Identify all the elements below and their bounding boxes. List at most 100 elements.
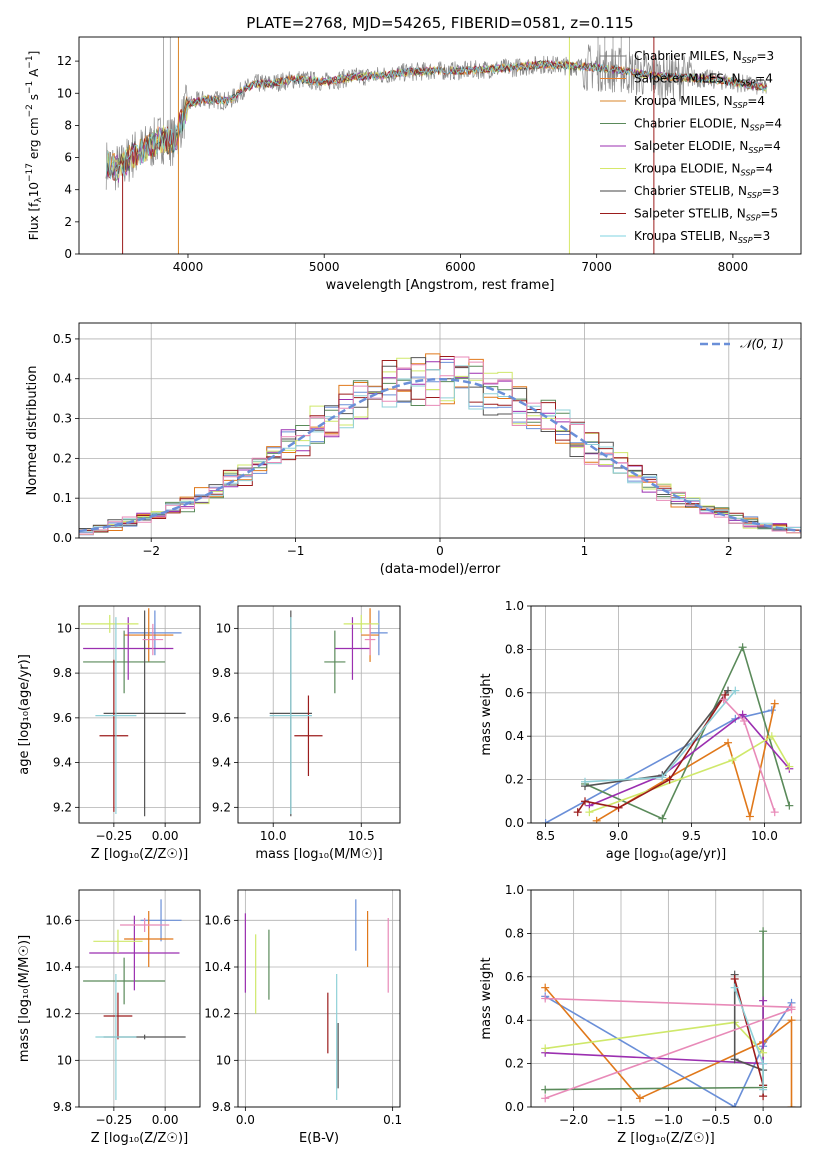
errorbar-point: [103, 610, 186, 817]
plot-area: [541, 927, 796, 1107]
errorbar-point: [294, 695, 323, 777]
series-marker: [759, 1048, 768, 1057]
figure-title: PLATE=2768, MJD=54265, FIBERID=0581, z=0…: [246, 14, 633, 32]
x-axis-label: E(B-V): [299, 1131, 339, 1146]
weight-series: [545, 709, 772, 823]
y-tick-label: 0.2: [505, 773, 524, 787]
errorbar-point: [124, 911, 174, 967]
x-tick-label: 9.5: [682, 829, 701, 843]
series-marker: [635, 1094, 644, 1103]
series-marker: [767, 706, 776, 715]
series-marker: [585, 808, 594, 817]
axes-frame: [237, 605, 401, 824]
y-tick-label: 9.6: [212, 711, 231, 725]
y-tick-label: 10: [57, 621, 72, 635]
x-axis-label: Z [log₁₀(Z/Z☉)]: [91, 847, 188, 862]
panel-age-vs-Z: −0.25 0.00 9.2 9.4 9.6 9.8 10 Z [log₁₀(Z/Z☉)] ag…: [17, 605, 201, 862]
series-marker: [785, 801, 794, 810]
weight-series: [577, 694, 726, 813]
y-tick-label: 10.6: [204, 913, 231, 927]
errorbar-point: [83, 617, 174, 680]
x-tick-label: 9.0: [609, 829, 628, 843]
normal-curve: [79, 377, 801, 533]
y-axis-label: mass weight: [479, 673, 494, 755]
y-tick-label: 9.6: [53, 711, 72, 725]
errorbar-point: [142, 623, 164, 656]
series-marker: [759, 927, 768, 936]
y-tick-label: 9.8: [212, 1100, 231, 1114]
series-marker: [740, 717, 749, 726]
x-tick-label: 0.00: [152, 1113, 179, 1127]
y-tick-label: 8: [64, 118, 72, 132]
series-marker: [658, 773, 667, 782]
x-tick-label: 4000: [173, 260, 204, 274]
series-marker: [770, 699, 779, 708]
x-axis-label: mass [log₁₀(M/M☉)]: [255, 847, 382, 862]
series-marker: [770, 808, 779, 817]
series-marker: [787, 1016, 796, 1025]
series-marker: [581, 777, 589, 786]
y-tick-label: 9.8: [53, 666, 72, 680]
y-axis-label: age [log₁₀(age/yr)]: [17, 654, 32, 775]
y-tick-label: 0.5: [53, 332, 72, 346]
y-axis-label: mass [log₁₀(M/M☉)]: [17, 935, 32, 1062]
y-tick-label: 1.0: [505, 599, 524, 613]
x-tick-label: 0.0: [236, 1113, 255, 1127]
legend-label: Salpeter STELIB, NSSP=5: [634, 207, 778, 223]
errorbar-point: [370, 610, 388, 656]
y-tick-label: 0.0: [505, 816, 524, 830]
y-tick-label: 10.4: [45, 960, 72, 974]
axes-frame: [78, 322, 802, 539]
axes-frame: [78, 605, 201, 824]
errorbar-point: [95, 974, 137, 1100]
x-tick-label: 8.5: [536, 829, 555, 843]
series-marker: [541, 1085, 550, 1094]
y-tick-label: 10.2: [204, 1007, 231, 1021]
series-marker: [541, 983, 550, 992]
errorbar-point: [324, 630, 346, 694]
legend-label: Kroupa ELODIE, NSSP=4: [634, 162, 773, 178]
series-marker: [767, 732, 776, 741]
errorbar-point: [103, 992, 133, 1040]
series-marker: [541, 1044, 550, 1053]
legend-label: Salpeter MILES, NSSP=4: [634, 72, 773, 88]
weight-series: [584, 644, 791, 820]
legend-label: Chabrier ELODIE, NSSP=4: [634, 117, 782, 133]
series-marker: [759, 1085, 768, 1094]
series-marker: [731, 686, 740, 695]
series-marker: [724, 686, 733, 695]
series-marker: [541, 1094, 550, 1103]
series-marker: [730, 1103, 739, 1107]
series-marker: [573, 808, 582, 817]
y-tick-label: 10: [57, 86, 72, 100]
y-tick-label: 10.2: [45, 1007, 72, 1021]
panel-residuals: −2 −1 0 1 2 0.0 0.1 0.2 0.3 0.4 0.5 (data-model)/er…: [25, 322, 802, 577]
plot-area: [83, 899, 186, 1100]
y-axis-label: mass weight: [479, 957, 494, 1039]
y-tick-label: 0.1: [53, 491, 72, 505]
legend-label: Salpeter ELODIE, NSSP=4: [634, 139, 781, 155]
legend-label: Chabrier MILES, NSSP=3: [634, 49, 774, 65]
y-tick-label: 0.2: [505, 1057, 524, 1071]
y-tick-label: 0.4: [53, 372, 72, 386]
y-tick-label: 0.6: [505, 686, 524, 700]
residuals-legend: 𝒩(0, 1): [700, 337, 784, 351]
x-axis-label: wavelength [Angstrom, rest frame]: [326, 278, 555, 293]
series-marker: [745, 812, 754, 821]
y-tick-label: 0.6: [505, 970, 524, 984]
plot-area: [105, 37, 768, 254]
x-tick-label: −2.0: [559, 1113, 588, 1127]
series-marker: [730, 983, 739, 992]
plot-area: [541, 643, 794, 823]
errorbar-point: [120, 918, 170, 932]
x-tick-label: −0.5: [701, 1113, 730, 1127]
series-marker: [541, 994, 550, 1003]
x-tick-label: 0.0: [754, 1113, 773, 1127]
series-marker: [759, 1059, 768, 1068]
x-tick-label: −0.25: [95, 1113, 132, 1127]
y-tick-label: 9.2: [212, 800, 231, 814]
plot-area: [269, 608, 388, 817]
x-tick-label: 0.1: [383, 1113, 402, 1127]
errorbar-point: [83, 630, 166, 694]
errorbar-point: [334, 617, 371, 680]
